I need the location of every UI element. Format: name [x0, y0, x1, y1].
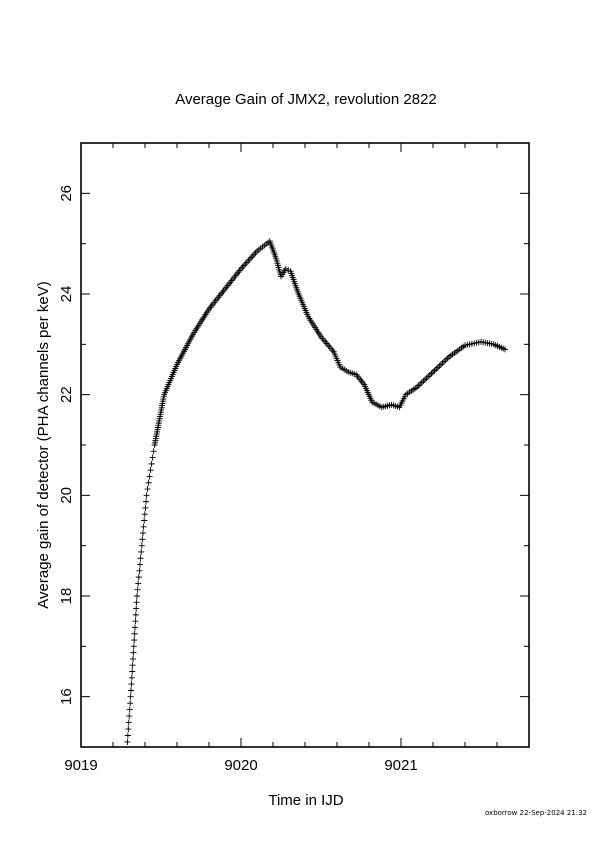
- data-point: [502, 346, 508, 353]
- data-point: [140, 523, 147, 530]
- data-point: [149, 454, 156, 461]
- data-point: [137, 555, 144, 562]
- data-point: [426, 372, 433, 379]
- data-point: [442, 356, 449, 363]
- data-point: [132, 618, 139, 625]
- data-point: [252, 249, 259, 256]
- data-point: [130, 655, 136, 662]
- data-point: [145, 479, 152, 486]
- data-point: [430, 369, 436, 376]
- data-point: [125, 719, 132, 726]
- data-point: [139, 536, 146, 543]
- data-point: [133, 599, 140, 606]
- data-point: [434, 364, 441, 371]
- y-tick-label: 16: [58, 688, 75, 705]
- data-point: [127, 700, 134, 707]
- data-point: [128, 674, 135, 681]
- data-point: [137, 561, 143, 568]
- y-tick-label: 20: [58, 487, 75, 504]
- y-tick-label: 26: [58, 185, 75, 202]
- data-point: [132, 611, 139, 618]
- data-point: [134, 586, 141, 593]
- footer-stamp: oxborrow 22-Sep-2024 21:32: [484, 809, 587, 817]
- data-point: [240, 262, 247, 269]
- data-point: [239, 264, 246, 271]
- data-point: [246, 256, 253, 263]
- x-tick-label: 9019: [64, 757, 97, 774]
- data-point: [134, 593, 140, 599]
- data-point: [125, 726, 132, 733]
- data-point: [146, 473, 153, 480]
- data-point: [420, 378, 427, 385]
- data-point: [423, 375, 430, 382]
- data-point: [143, 498, 149, 505]
- x-axis-ticks: 9019 9020 9021: [64, 143, 530, 774]
- data-point: [141, 517, 148, 524]
- data-point: [251, 251, 258, 258]
- data-point: [438, 361, 444, 368]
- data-point: [135, 574, 142, 581]
- y-tick-label: 24: [58, 286, 75, 303]
- data-point: [130, 643, 137, 650]
- chart-title: Average Gain of JMX2, revolution 2822: [175, 91, 437, 108]
- data-point: [142, 504, 149, 511]
- plot-frame: [80, 142, 530, 748]
- data-point: [433, 365, 440, 372]
- data-point: [131, 637, 138, 644]
- x-tick-label: 9021: [384, 757, 417, 774]
- x-tick-label: 9020: [224, 757, 257, 774]
- data-point: [128, 687, 134, 694]
- data-point: [150, 448, 157, 455]
- data-point: [129, 668, 136, 675]
- data-point: [243, 259, 250, 266]
- data-point: [128, 681, 135, 688]
- data-point: [144, 486, 151, 493]
- data-point: [148, 460, 155, 467]
- data-series: [124, 238, 508, 745]
- data-point: [248, 254, 255, 261]
- data-point: [136, 567, 143, 574]
- data-point: [133, 605, 140, 612]
- data-point: [428, 370, 435, 377]
- data-point: [245, 257, 252, 264]
- data-point: [140, 530, 146, 537]
- y-axis-ticks: 16 18 20 22 24 26: [58, 142, 529, 748]
- data-point: [126, 706, 133, 713]
- data-point: [425, 373, 432, 380]
- data-point: [418, 379, 425, 386]
- data-point: [141, 511, 148, 518]
- data-point: [124, 732, 131, 739]
- data-point: [124, 738, 131, 745]
- data-point: [143, 492, 150, 499]
- y-tick-label: 18: [58, 588, 75, 605]
- data-point: [130, 649, 137, 656]
- data-point: [138, 548, 145, 555]
- data-point: [417, 381, 424, 388]
- data-point: [138, 542, 145, 549]
- data-point: [131, 630, 138, 637]
- data-point: [132, 624, 138, 631]
- data-point: [422, 376, 428, 383]
- data-point: [415, 382, 422, 389]
- data-point: [441, 358, 448, 365]
- data-point: [431, 367, 438, 374]
- data-point: [126, 713, 133, 720]
- data-point: [249, 253, 256, 260]
- x-axis-label: Time in IJD: [268, 792, 343, 809]
- y-tick-label: 22: [58, 386, 75, 403]
- data-point: [147, 467, 154, 474]
- data-point: [129, 662, 136, 669]
- data-point: [444, 355, 451, 362]
- y-axis-label: Average gain of detector (PHA channels p…: [35, 281, 52, 608]
- data-point: [436, 362, 443, 369]
- data-point: [242, 261, 249, 268]
- data-point: [439, 359, 446, 366]
- data-point: [135, 580, 142, 587]
- data-point: [127, 693, 134, 700]
